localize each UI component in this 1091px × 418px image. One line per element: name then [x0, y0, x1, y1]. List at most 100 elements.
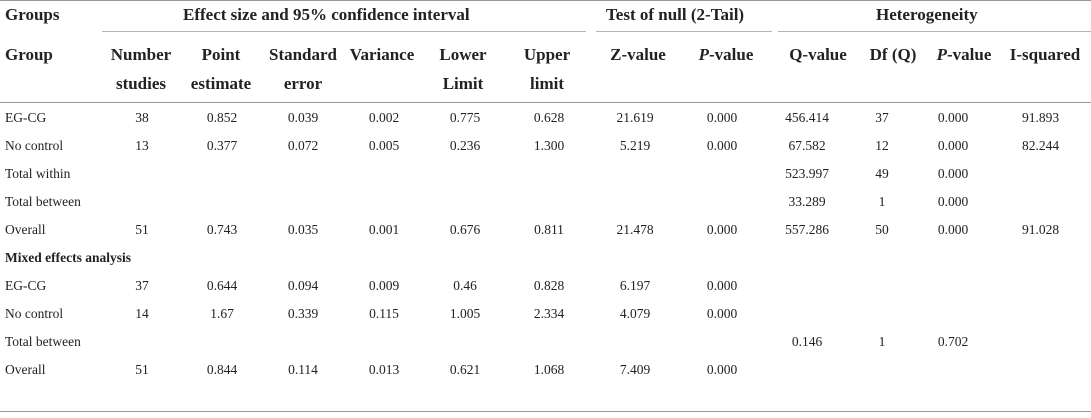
cell-p-value: 0.000 — [706, 278, 738, 293]
cell-df-q — [848, 300, 916, 328]
cell-lower-limit: 0.775 — [449, 110, 481, 125]
cell-i-squared — [990, 244, 1091, 272]
cell-number-studies: 51 — [135, 362, 149, 377]
header-upper-limit-line1: Upper — [523, 45, 571, 64]
cell-variance: 0.115 — [369, 306, 399, 321]
heterogeneity-underline — [778, 31, 1091, 32]
cell-point-estimate: 0.644 — [206, 278, 238, 293]
cell-i-squared — [990, 300, 1091, 328]
cell-point-estimate — [182, 328, 262, 356]
header-q-value: Q-value — [789, 45, 847, 64]
cell-variance — [344, 188, 424, 216]
cell-lower-limit: 0.236 — [449, 138, 481, 153]
header-number-studies: Number studies — [102, 40, 180, 98]
cell-standard-error — [262, 328, 344, 356]
cell-point-estimate — [182, 188, 262, 216]
cell-p-value-heterogeneity: 0.000 — [937, 138, 969, 153]
header-z-value: Z-value — [610, 45, 666, 64]
cell-p-value — [678, 244, 766, 272]
cell-i-squared — [990, 328, 1091, 356]
table-row: No control 13 0.377 0.072 0.005 0.236 1.300 5.2… — [0, 132, 1091, 160]
cell-upper-limit: 0.828 — [533, 278, 565, 293]
cell-upper-limit — [506, 160, 592, 188]
cell-q-value: 67.582 — [788, 138, 826, 153]
row-label: EG-CG — [5, 110, 47, 125]
cell-i-squared — [990, 160, 1091, 188]
cell-q-value — [766, 300, 848, 328]
cell-i-squared: 91.893 — [1021, 110, 1060, 125]
cell-q-value: 557.286 — [785, 222, 829, 237]
heterogeneity-group-heading: Heterogeneity — [876, 5, 978, 24]
table-row: Overall 51 0.844 0.114 0.013 0.621 1.068 7.409 0… — [0, 356, 1091, 384]
section-label: Mixed effects analysis — [5, 250, 131, 265]
cell-lower-limit: 0.676 — [449, 222, 481, 237]
header-lower-limit: Lower Limit — [424, 40, 502, 98]
header-upper-limit: Upper limit — [508, 40, 586, 98]
cell-point-estimate: 1.67 — [210, 306, 234, 321]
cell-number-studies: 51 — [135, 222, 149, 237]
header-number-studies-line1: Number — [110, 45, 172, 64]
header-upper-limit-line2: limit — [530, 74, 564, 93]
cell-standard-error: 0.072 — [287, 138, 319, 153]
cell-variance: 0.002 — [368, 110, 400, 125]
cell-upper-limit: 1.068 — [533, 362, 565, 377]
cell-number-studies — [102, 160, 182, 188]
header-df-q: Df (Q) — [869, 45, 917, 64]
effect-size-group-heading: Effect size and 95% confidence interval — [183, 5, 470, 24]
table-row: EG-CG 37 0.644 0.094 0.009 0.46 0.828 6.197 0.00… — [0, 272, 1091, 300]
header-p-value2-suffix: -value — [947, 45, 992, 64]
cell-p-value: 0.000 — [706, 362, 738, 377]
cell-point-estimate: 0.377 — [206, 138, 238, 153]
header-number-studies-line2: studies — [115, 74, 167, 93]
cell-p-value-heterogeneity — [916, 244, 990, 272]
row-label: No control — [5, 138, 64, 153]
row-label: Total within — [5, 166, 71, 181]
cell-point-estimate — [182, 160, 262, 188]
cell-upper-limit: 0.811 — [534, 222, 564, 237]
cell-p-value-heterogeneity — [916, 356, 990, 384]
table-row: No control 14 1.67 0.339 0.115 1.005 2.334 4.07… — [0, 300, 1091, 328]
cell-q-value — [766, 356, 848, 384]
row-label: Total between — [5, 194, 81, 209]
cell-z-value: 21.619 — [616, 110, 654, 125]
header-standard-error-line1: Standard — [268, 45, 338, 64]
row-label: Total between — [5, 334, 81, 349]
cell-z-value — [592, 188, 678, 216]
table-row: Total within 523.997 49 0.000 — [0, 160, 1091, 188]
cell-lower-limit — [424, 188, 506, 216]
header-p-value: P-value — [682, 40, 770, 69]
cell-variance — [344, 244, 424, 272]
cell-p-value — [678, 328, 766, 356]
cell-standard-error: 0.094 — [287, 278, 319, 293]
cell-q-value: 523.997 — [785, 166, 829, 181]
cell-standard-error: 0.035 — [287, 222, 319, 237]
cell-number-studies — [102, 188, 182, 216]
cell-number-studies: 38 — [135, 110, 149, 125]
cell-variance: 0.013 — [368, 362, 400, 377]
cell-i-squared — [990, 272, 1091, 300]
cell-number-studies: 14 — [135, 306, 149, 321]
cell-upper-limit: 0.628 — [533, 110, 565, 125]
cell-df-q — [848, 356, 916, 384]
header-rule — [0, 102, 1091, 103]
cell-q-value — [766, 272, 848, 300]
cell-lower-limit — [424, 244, 506, 272]
cell-p-value-heterogeneity: 0.702 — [937, 334, 969, 349]
cell-z-value — [592, 244, 678, 272]
cell-i-squared: 91.028 — [1021, 222, 1060, 237]
table-row: EG-CG 38 0.852 0.039 0.002 0.775 0.628 21.619 0.… — [0, 104, 1091, 132]
table-row: Overall 51 0.743 0.035 0.001 0.676 0.811 21.478… — [0, 216, 1091, 244]
cell-df-q: 1 — [878, 334, 886, 349]
cell-df-q — [848, 272, 916, 300]
cell-z-value: 5.219 — [619, 138, 651, 153]
effect-size-underline — [102, 31, 586, 32]
table-top-rule — [0, 0, 1091, 1]
header-p-value-suffix: -value — [709, 45, 754, 64]
cell-p-value-heterogeneity — [916, 300, 990, 328]
cell-q-value: 456.414 — [785, 110, 829, 125]
row-label: Overall — [5, 362, 46, 377]
cell-z-value — [592, 328, 678, 356]
cell-i-squared — [990, 356, 1091, 384]
header-p-value-heterogeneity: P-value — [928, 40, 1000, 69]
